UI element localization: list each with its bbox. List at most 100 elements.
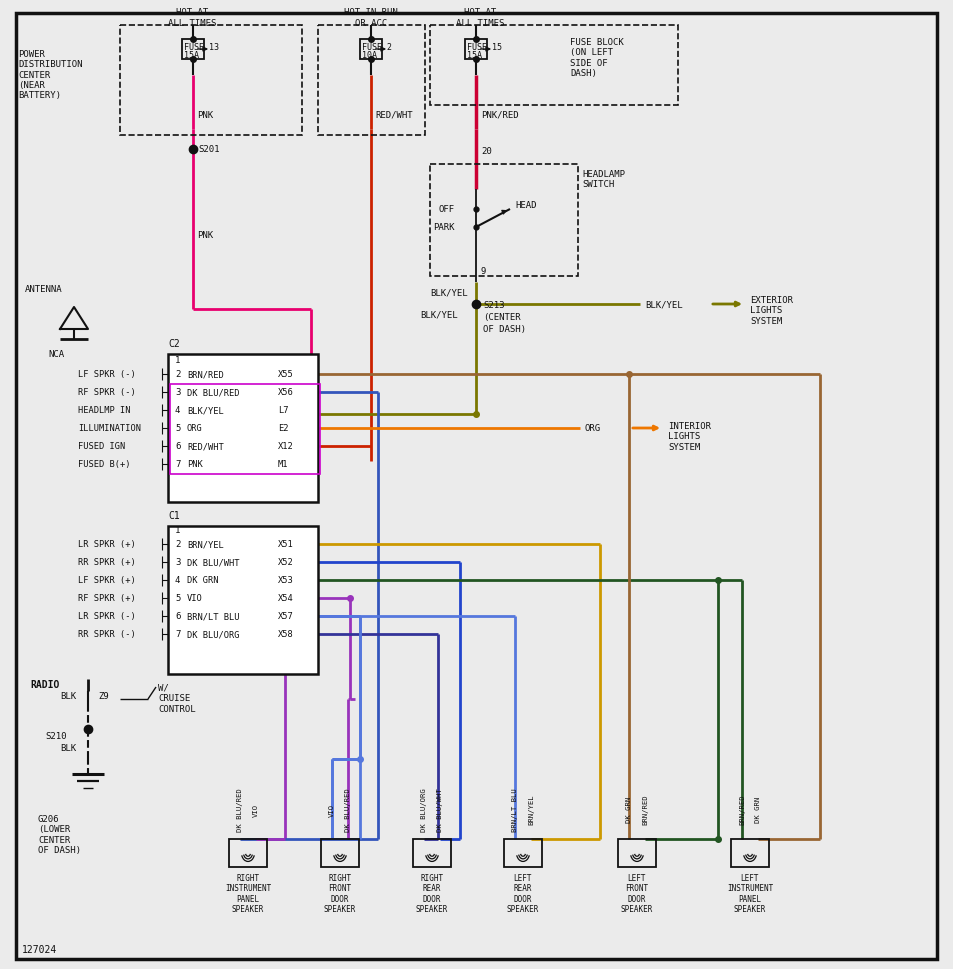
Text: 15A: 15A xyxy=(467,51,481,60)
Text: 1: 1 xyxy=(174,526,180,535)
Text: 10A: 10A xyxy=(361,51,376,60)
Text: (CENTER: (CENTER xyxy=(482,313,520,322)
Text: 6: 6 xyxy=(174,611,180,621)
Bar xyxy=(359,40,381,60)
Bar xyxy=(320,839,358,867)
Text: BRN/LT BLU: BRN/LT BLU xyxy=(512,787,517,831)
Text: RF SPKR (-): RF SPKR (-) xyxy=(78,389,135,397)
Text: X58: X58 xyxy=(277,630,294,639)
Text: BLK/YEL: BLK/YEL xyxy=(430,288,467,297)
Text: LEFT
FRONT
DOOR
SPEAKER: LEFT FRONT DOOR SPEAKER xyxy=(620,873,653,913)
Text: X56: X56 xyxy=(277,389,294,397)
Text: Z9: Z9 xyxy=(98,692,109,701)
Text: L7: L7 xyxy=(277,406,288,415)
Text: DK BLU/ORG: DK BLU/ORG xyxy=(420,787,427,831)
Text: DK GRN: DK GRN xyxy=(754,797,760,823)
Text: DK BLU/RED: DK BLU/RED xyxy=(236,787,243,831)
Bar xyxy=(730,839,768,867)
Text: FUSE 15: FUSE 15 xyxy=(467,43,501,51)
Text: POWER
DISTRIBUTION
CENTER
(NEAR
BATTERY): POWER DISTRIBUTION CENTER (NEAR BATTERY) xyxy=(18,49,82,100)
Text: DK BLU/WHT: DK BLU/WHT xyxy=(187,558,239,567)
Bar xyxy=(229,839,267,867)
Text: BLK/YEL: BLK/YEL xyxy=(419,310,457,319)
Bar xyxy=(168,355,317,503)
Text: FUSED B(+): FUSED B(+) xyxy=(78,460,131,469)
Bar xyxy=(168,526,317,674)
Text: S213: S213 xyxy=(482,301,504,310)
Text: X53: X53 xyxy=(277,576,294,585)
Text: RED/WHT: RED/WHT xyxy=(187,442,224,451)
Text: NCA: NCA xyxy=(48,350,64,359)
Text: PNK/RED: PNK/RED xyxy=(480,110,518,119)
Bar xyxy=(430,26,678,106)
Text: RR SPKR (+): RR SPKR (+) xyxy=(78,558,135,567)
Text: LEFT
REAR
DOOR
SPEAKER: LEFT REAR DOOR SPEAKER xyxy=(506,873,538,913)
Text: C1: C1 xyxy=(168,511,179,520)
Text: 15A: 15A xyxy=(184,51,199,60)
Text: E2: E2 xyxy=(277,424,288,433)
Text: EXTERIOR
LIGHTS
SYSTEM: EXTERIOR LIGHTS SYSTEM xyxy=(749,296,792,326)
Text: PARK: PARK xyxy=(433,223,455,233)
Text: BRN/RED: BRN/RED xyxy=(187,370,224,379)
Text: PNK: PNK xyxy=(196,231,213,239)
Text: PNK: PNK xyxy=(196,110,213,119)
Bar xyxy=(317,26,424,136)
Text: 5: 5 xyxy=(174,424,180,433)
Text: RIGHT
FRONT
DOOR
SPEAKER: RIGHT FRONT DOOR SPEAKER xyxy=(323,873,355,913)
Text: 127024: 127024 xyxy=(22,944,57,954)
Text: HOT AT
ALL TIMES: HOT AT ALL TIMES xyxy=(168,9,216,28)
Bar xyxy=(170,385,319,475)
Text: BRN/LT BLU: BRN/LT BLU xyxy=(187,611,239,621)
Text: BRN/RED: BRN/RED xyxy=(739,794,744,825)
Bar xyxy=(413,839,451,867)
Text: ORG: ORG xyxy=(187,424,203,433)
Text: DK BLU/RED: DK BLU/RED xyxy=(345,787,351,831)
Text: S210: S210 xyxy=(46,732,67,740)
Text: 9: 9 xyxy=(480,267,486,276)
Text: X51: X51 xyxy=(277,540,294,548)
Text: 3: 3 xyxy=(174,389,180,397)
Text: RADIO: RADIO xyxy=(30,679,59,689)
Text: G206
(LOWER
CENTER
OF DASH): G206 (LOWER CENTER OF DASH) xyxy=(38,814,81,855)
Text: BRN/YEL: BRN/YEL xyxy=(187,540,224,548)
Text: HEAD: HEAD xyxy=(515,202,536,210)
Text: VIO: VIO xyxy=(253,802,258,816)
Text: LEFT
INSTRUMENT
PANEL
SPEAKER: LEFT INSTRUMENT PANEL SPEAKER xyxy=(726,873,772,913)
Text: BLK/YEL: BLK/YEL xyxy=(644,300,682,309)
Text: ILLUMINATION: ILLUMINATION xyxy=(78,424,141,433)
Text: X57: X57 xyxy=(277,611,294,621)
Text: BRN/YEL: BRN/YEL xyxy=(527,794,534,825)
Bar xyxy=(503,839,541,867)
Text: BLK: BLK xyxy=(60,692,76,701)
Text: BLK/YEL: BLK/YEL xyxy=(187,406,224,415)
Bar xyxy=(430,165,578,277)
Bar xyxy=(182,40,204,60)
Text: BRN/RED: BRN/RED xyxy=(641,794,647,825)
Bar xyxy=(618,839,656,867)
Text: LR SPKR (+): LR SPKR (+) xyxy=(78,540,135,548)
Text: VIO: VIO xyxy=(187,594,203,603)
Text: 7: 7 xyxy=(174,630,180,639)
Text: OFF: OFF xyxy=(438,205,455,214)
Text: DK BLU/WHT: DK BLU/WHT xyxy=(436,787,442,831)
Text: X54: X54 xyxy=(277,594,294,603)
Text: 20: 20 xyxy=(480,147,491,156)
Text: 4: 4 xyxy=(174,406,180,415)
Text: C2: C2 xyxy=(168,338,179,349)
Text: INTERIOR
LIGHTS
SYSTEM: INTERIOR LIGHTS SYSTEM xyxy=(667,422,710,452)
Text: FUSE 2: FUSE 2 xyxy=(361,43,392,51)
Text: PNK: PNK xyxy=(187,460,203,469)
Text: RR SPKR (-): RR SPKR (-) xyxy=(78,630,135,639)
Text: RIGHT
INSTRUMENT
PANEL
SPEAKER: RIGHT INSTRUMENT PANEL SPEAKER xyxy=(225,873,271,913)
Text: X52: X52 xyxy=(277,558,294,567)
Text: S201: S201 xyxy=(198,145,219,154)
Text: RED/WHT: RED/WHT xyxy=(375,110,413,119)
Text: DK GRN: DK GRN xyxy=(187,576,218,585)
Text: 4: 4 xyxy=(174,576,180,585)
Text: X55: X55 xyxy=(277,370,294,379)
Text: FUSE 13: FUSE 13 xyxy=(184,43,219,51)
Text: HOT AT
ALL TIMES: HOT AT ALL TIMES xyxy=(456,9,503,28)
Text: M1: M1 xyxy=(277,460,288,469)
Text: 2: 2 xyxy=(174,540,180,548)
Text: X12: X12 xyxy=(277,442,294,451)
